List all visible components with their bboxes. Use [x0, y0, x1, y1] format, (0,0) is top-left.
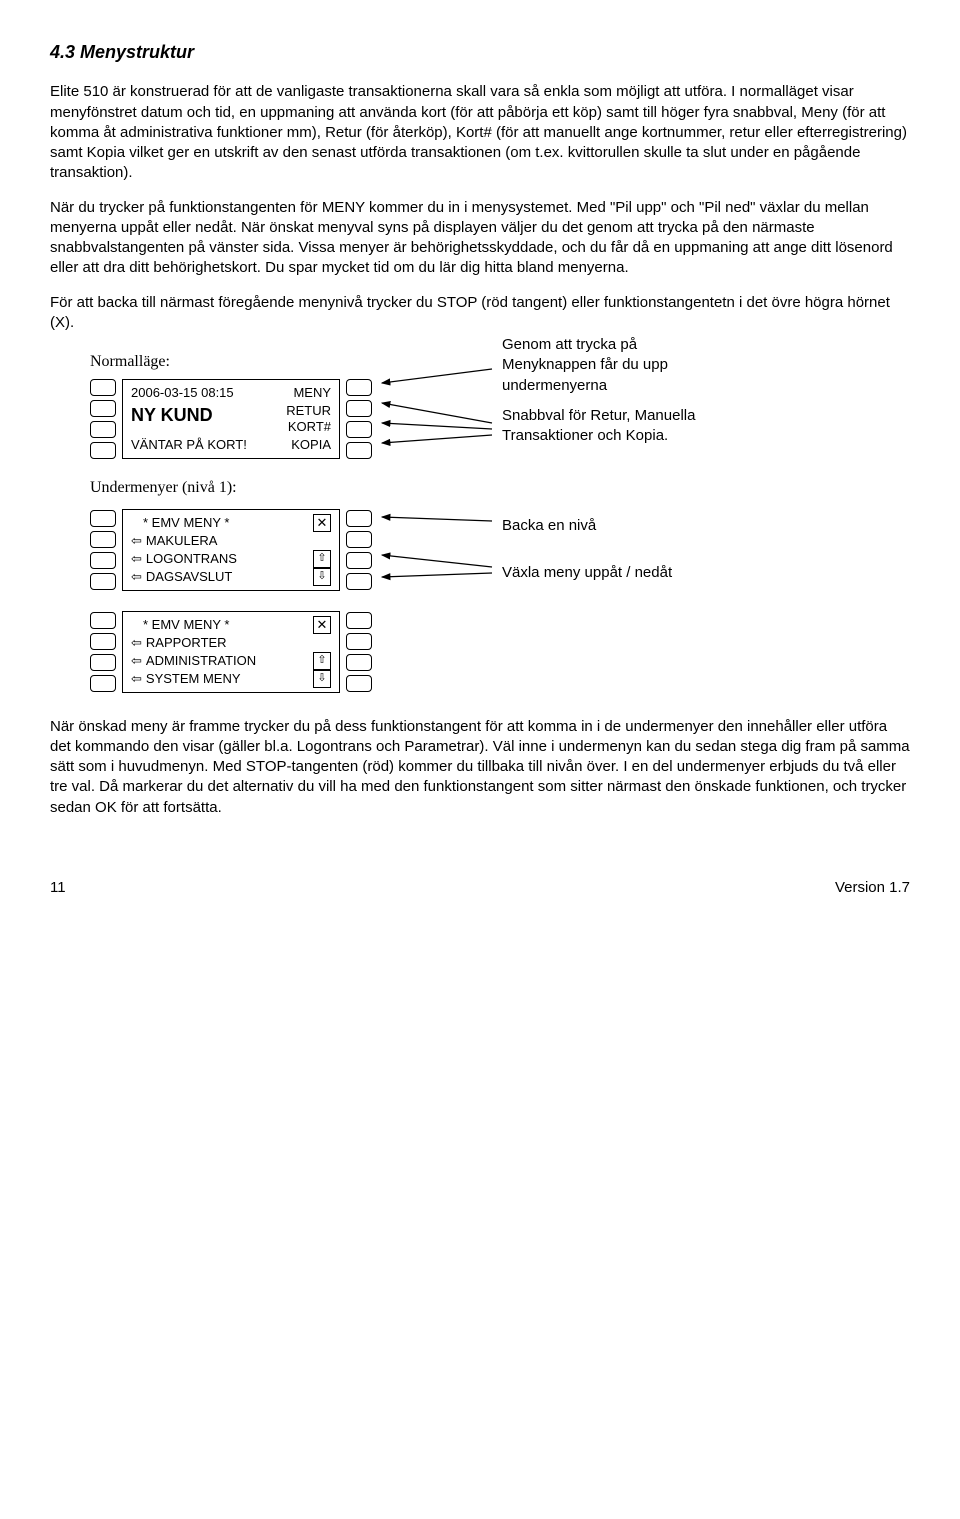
menu-item: RAPPORTER [146, 634, 227, 652]
display-datetime: 2006-03-15 08:15 [131, 384, 234, 402]
left-softkeys-1 [90, 379, 116, 459]
paragraph-1: Elite 510 är konstruerad för att de vanl… [50, 82, 910, 183]
softkey[interactable] [90, 510, 116, 527]
down-icon[interactable]: ⇩ [313, 670, 331, 688]
softkey[interactable] [346, 675, 372, 692]
display-wait: VÄNTAR PÅ KORT! [131, 436, 247, 454]
softkey[interactable] [90, 633, 116, 650]
callout-3: Backa en nivå [502, 516, 722, 536]
display-r1: MENY [293, 384, 331, 402]
display-menu-2: * EMV MENY * ✕ ⇦RAPPORTER ⇦ADMINISTRATIO… [122, 611, 340, 693]
down-icon[interactable]: ⇩ [313, 568, 331, 586]
display-menu-1: * EMV MENY * ✕ ⇦MAKULERA ⇦LOGONTRANS ⇧ ⇦… [122, 509, 340, 591]
left-arrow-icon: ⇦ [131, 634, 142, 652]
display-normal: 2006-03-15 08:15 MENY RETUR NY KUND KORT… [122, 379, 340, 459]
softkey[interactable] [346, 654, 372, 671]
page-footer: 11 Version 1.7 [50, 878, 910, 898]
softkey[interactable] [346, 612, 372, 629]
softkey[interactable] [346, 531, 372, 548]
right-softkeys-1 [346, 379, 372, 459]
softkey[interactable] [346, 573, 372, 590]
right-softkeys-2 [346, 510, 372, 590]
normallage-label: Normalläge: [90, 351, 372, 373]
callout-4: Växla meny uppåt / nedåt [502, 563, 722, 583]
menu-title: * EMV MENY * [143, 616, 229, 634]
callout-1: Genom att trycka på Menyknappen får du u… [502, 335, 722, 396]
version-label: Version 1.7 [835, 878, 910, 898]
connector-svg-2 [372, 505, 502, 595]
softkey[interactable] [90, 675, 116, 692]
left-arrow-icon: ⇦ [131, 532, 142, 550]
close-icon[interactable]: ✕ [313, 616, 331, 634]
section-heading: 4.3 Menystruktur [50, 40, 910, 64]
softkey[interactable] [346, 442, 372, 459]
paragraph-4: När önskad meny är framme trycker du på … [50, 717, 910, 818]
left-softkeys-2 [90, 510, 116, 590]
display-r3: KORT# [288, 418, 331, 436]
left-arrow-icon: ⇦ [131, 550, 142, 568]
softkey[interactable] [346, 379, 372, 396]
softkey[interactable] [90, 552, 116, 569]
softkey[interactable] [90, 421, 116, 438]
up-icon[interactable]: ⇧ [313, 652, 331, 670]
left-arrow-icon: ⇦ [131, 652, 142, 670]
page-number: 11 [50, 878, 66, 898]
left-softkeys-3 [90, 612, 116, 692]
diagram-area: Normalläge: 2006-03-15 08:15 MENY RETU [90, 351, 910, 693]
callout-2: Snabbval för Retur, Manuella Transaktion… [502, 406, 722, 447]
menu-item: ADMINISTRATION [146, 652, 256, 670]
softkey[interactable] [90, 531, 116, 548]
softkey[interactable] [90, 573, 116, 590]
softkey[interactable] [346, 552, 372, 569]
softkey[interactable] [346, 400, 372, 417]
menu-title: * EMV MENY * [143, 514, 229, 532]
left-arrow-icon: ⇦ [131, 568, 142, 586]
right-softkeys-3 [346, 612, 372, 692]
softkey[interactable] [346, 633, 372, 650]
softkey[interactable] [90, 379, 116, 396]
connector-svg-1 [372, 351, 502, 461]
menu-item: DAGSAVSLUT [146, 568, 232, 586]
paragraph-3: För att backa till närmast föregående me… [50, 293, 910, 334]
softkey[interactable] [346, 510, 372, 527]
paragraph-2: När du trycker på funktionstangenten för… [50, 198, 910, 279]
softkey[interactable] [90, 400, 116, 417]
menu-item: MAKULERA [146, 532, 218, 550]
left-arrow-icon: ⇦ [131, 670, 142, 688]
softkey[interactable] [90, 654, 116, 671]
up-icon[interactable]: ⇧ [313, 550, 331, 568]
softkey[interactable] [90, 612, 116, 629]
display-r4: KOPIA [291, 436, 331, 454]
softkey[interactable] [346, 421, 372, 438]
softkey[interactable] [90, 442, 116, 459]
undermeny-label: Undermenyer (nivå 1): [90, 477, 910, 499]
menu-item: LOGONTRANS [146, 550, 237, 568]
menu-item: SYSTEM MENY [146, 670, 241, 688]
close-icon[interactable]: ✕ [313, 514, 331, 532]
